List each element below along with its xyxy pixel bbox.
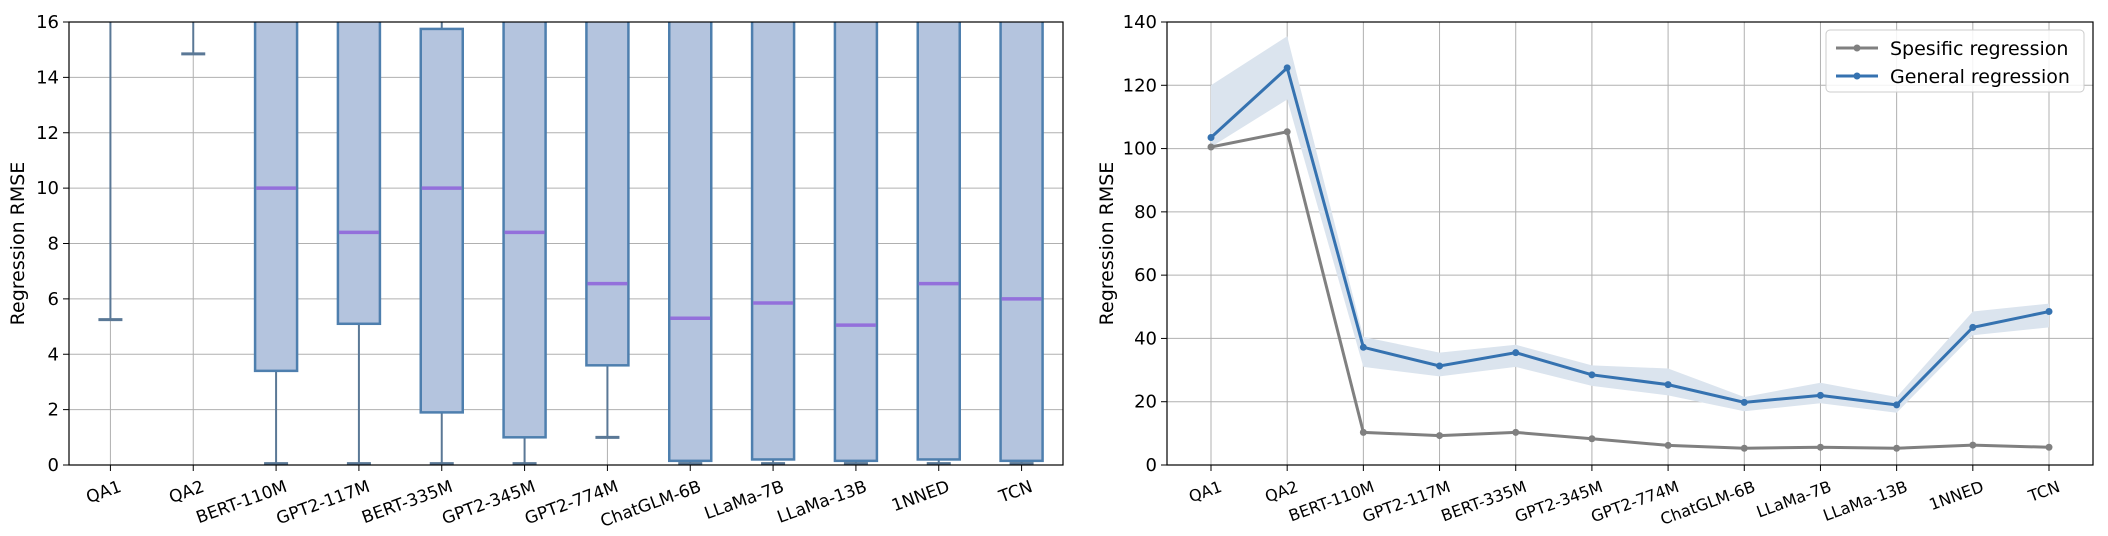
series-point-general [1740,398,1748,406]
left-ytick-label: 8 [48,234,59,255]
series-point-spesific [1436,432,1444,440]
series-point-general [2045,308,2053,316]
left-xtick-label: BERT-335M [359,477,455,528]
right-ytick-label: 80 [1134,202,1157,223]
box-body [999,22,1044,463]
series-point-general [1588,371,1596,379]
right-xtick-label: QA2 [1262,477,1300,506]
legend-swatch-marker [1853,44,1861,52]
left-ytick-label: 0 [48,455,59,476]
left-ytick-label: 16 [36,12,59,33]
right-ytick-label: 140 [1123,12,1157,33]
left-xtick-label: QA1 [84,477,125,508]
series-point-spesific [1359,428,1367,436]
right-ytick-label: 120 [1123,75,1157,96]
left-ytick-label: 14 [36,67,59,88]
right-xtick-label: QA1 [1186,477,1224,506]
series-point-spesific [1512,428,1520,436]
left-xtick-label: 1NNED [889,477,952,516]
series-point-general [1283,64,1291,72]
series-point-spesific [1588,435,1596,443]
series-point-spesific [1207,143,1215,151]
legend-box [1825,29,2085,93]
left-ytick-label: 4 [48,344,59,365]
series-point-general [1664,381,1672,389]
left-xtick-label: TCN [996,477,1036,508]
series-point-general [1207,133,1215,141]
box-body [336,22,382,326]
right-ytick-label: 100 [1123,139,1157,160]
series-point-general [1436,362,1444,370]
box-body [833,22,879,463]
right-ytick-label: 40 [1134,328,1157,349]
series-point-spesific [1740,444,1748,452]
box-body [916,22,961,461]
left-xtick-label: GPT2-117M [274,477,373,529]
box-body [585,22,630,367]
series-point-general [1359,343,1367,351]
series-point-spesific [2045,443,2053,451]
series-point-general [1512,349,1520,357]
series-point-spesific [1816,443,1824,451]
left-xtick-label: LLaMa-13B [775,477,870,528]
series-point-general [1816,391,1824,399]
left-ytick-label: 6 [48,289,59,310]
left-ytick-label: 12 [36,123,59,144]
right-xtick-label: TCN [2025,477,2062,506]
left-boxes [98,22,1044,465]
left-ytick-label: 2 [48,400,59,421]
right-xtick-label: LLaMa-13B [1820,477,1910,525]
right-ytick-label: 0 [1146,455,1157,476]
box-body [253,22,299,373]
general-regression-band [1211,36,2049,413]
series-line-general [1209,65,2050,407]
box-body [668,22,713,463]
series-point-spesific [1664,441,1672,449]
series-point-general [1893,401,1901,409]
left-xtick-label: LLaMa-7B [702,477,787,524]
series-line-spesific [1210,130,2050,450]
legend-label: General regression [1890,66,2070,88]
box-body [750,22,796,461]
series-point-general [1969,323,1977,331]
right-ytick-label: 60 [1134,265,1157,286]
left-xtick-label: BERT-110M [194,477,290,528]
right-ytick-label: 20 [1134,392,1157,413]
box-body [502,22,547,439]
left-ytick-label: 10 [36,178,59,199]
box-body [419,27,464,414]
series-point-spesific [1969,441,1977,449]
left-xtick-label: GPT2-345M [439,477,538,529]
right-ylabel: Regression RMSE [1096,162,1118,326]
right-axes-frame [1166,21,2094,466]
right-xtick-label: GPT2-117M [1360,477,1453,526]
legend-label: Spesific regression [1890,38,2068,60]
legend-swatch-marker [1853,72,1861,80]
right-xtick-label: LLaMa-7B [1754,477,1834,522]
left-xtick-label: QA2 [166,477,207,508]
left-ylabel: Regression RMSE [7,162,29,326]
right-xtick-label: 1NNED [1927,477,1987,514]
series-point-spesific [1283,128,1291,136]
series-point-spesific [1893,444,1901,452]
